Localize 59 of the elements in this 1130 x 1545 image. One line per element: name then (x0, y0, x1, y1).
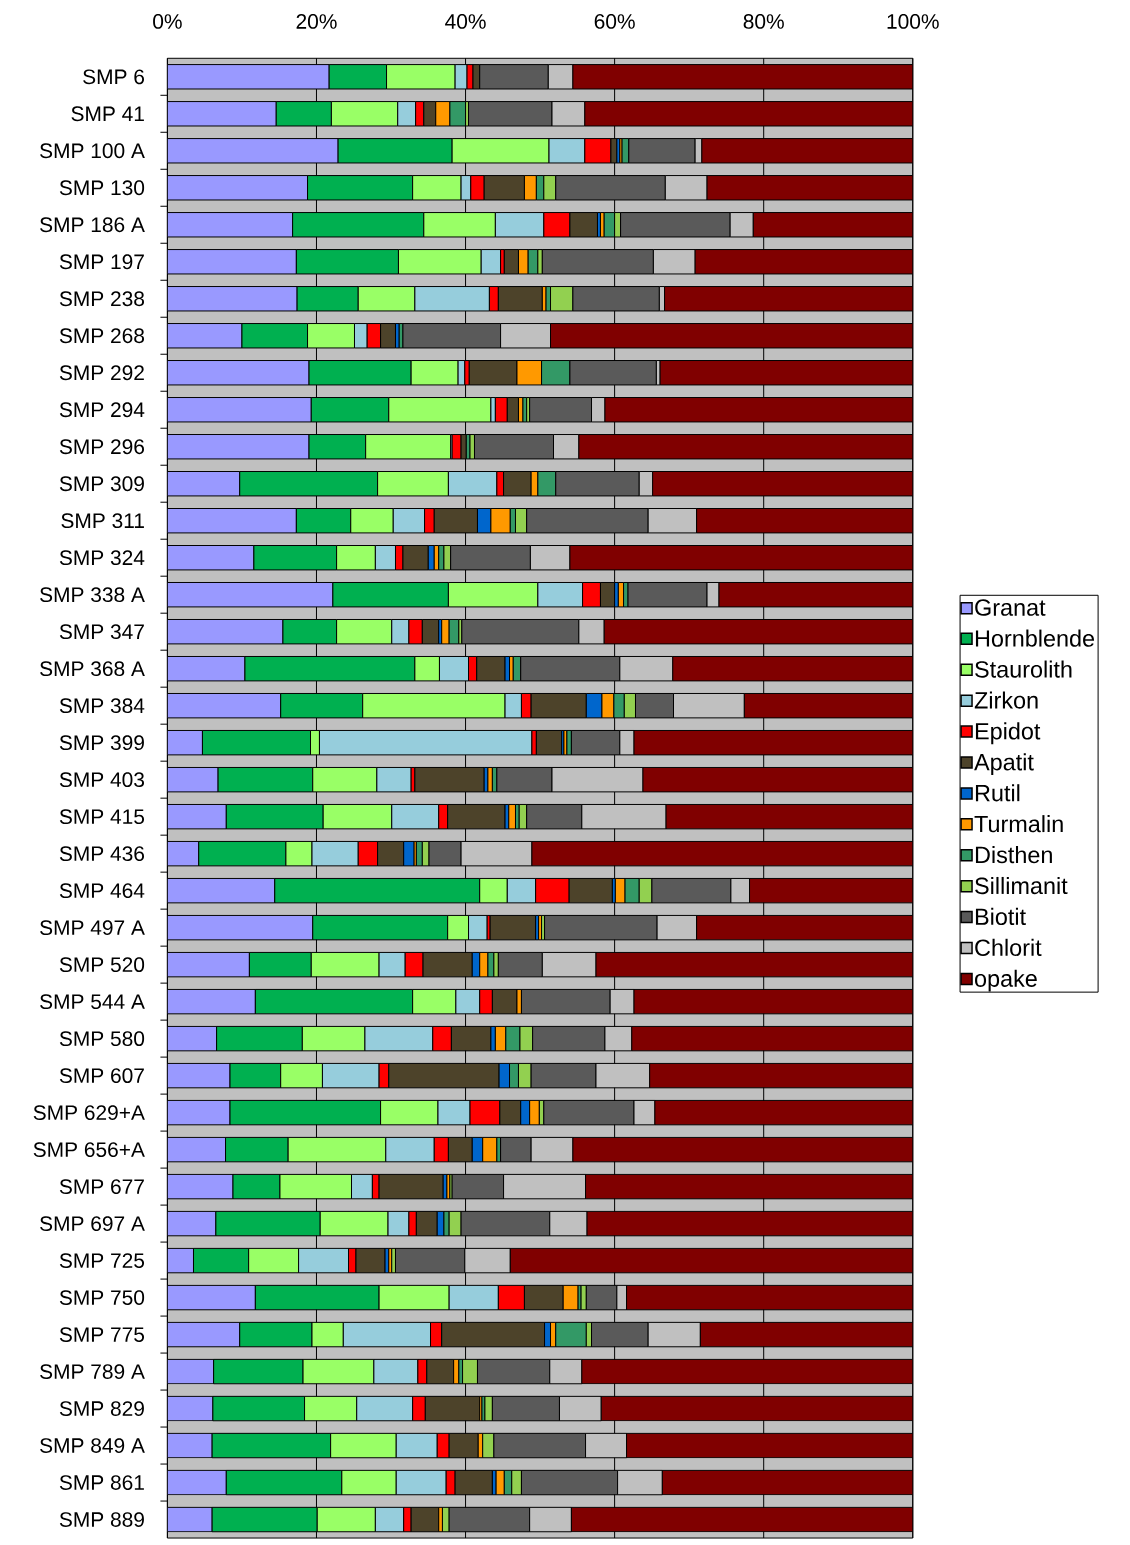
y-tick-label: SMP 292 (59, 365, 144, 381)
y-tick-label: SMP 580 (59, 1031, 145, 1047)
y-tick-label: SMP 309 (59, 476, 144, 492)
y-tick-label: SMP 436 (59, 846, 145, 862)
y-tick-label: SMP 238 (59, 291, 145, 307)
y-tick-label: SMP 296 (59, 439, 145, 455)
x-tick-label: 60% (594, 14, 635, 29)
y-tick-label: SMP 368 A (40, 661, 145, 677)
y-tick-label: SMP 324 (59, 550, 145, 566)
y-tick-label: SMP 750 (59, 1290, 145, 1305)
y-tick-label: SMP 789 A (40, 1364, 145, 1379)
y-tick-label: SMP 889 (59, 1512, 144, 1527)
y-tick-label: SMP 497 A (40, 920, 145, 936)
y-tick-label: SMP 100 A (40, 143, 145, 159)
legend-label: Biotit (975, 907, 1026, 926)
y-tick-label: SMP 403 (59, 772, 145, 788)
y-tick-label: SMP 544 A (40, 994, 145, 1010)
legend-label: Zirkon (974, 691, 1038, 709)
y-tick-label: SMP 464 (59, 883, 145, 899)
y-tick-label: SMP 294 (59, 402, 145, 418)
y-tick-label: SMP 725 (59, 1253, 145, 1268)
y-tick-label: SMP 520 (59, 957, 145, 973)
y-tick-label: SMP 130 (59, 180, 145, 196)
x-tick-label: 20% (296, 14, 337, 29)
y-tick-label: SMP 829 (59, 1401, 144, 1416)
legend-label: Staurolith (975, 660, 1072, 678)
legend-label: Rutil (975, 784, 1020, 802)
legend-label: Hornblende (975, 629, 1095, 647)
y-tick-label: SMP 6 (83, 69, 145, 85)
y-tick-label: SMP 861 (59, 1475, 144, 1490)
legend-label: Turmalin (974, 815, 1063, 833)
x-tick-label: 40% (445, 14, 486, 29)
legend-label: Sillimanit (975, 876, 1068, 895)
legend-label: Granat (975, 599, 1046, 616)
y-tick-label: SMP 384 (59, 698, 145, 714)
legend-label: Epidot (975, 722, 1041, 745)
y-tick-label: SMP 338 A (40, 587, 145, 603)
legend-label: Disthen (975, 846, 1052, 864)
x-tick-label: 80% (743, 14, 784, 29)
legend-label: opake (975, 969, 1037, 992)
y-tick-label: SMP 629+A (33, 1105, 145, 1121)
y-tick-label: SMP 656+A (33, 1142, 145, 1158)
y-tick-label: SMP 197 (59, 254, 144, 270)
y-tick-label: SMP 775 (59, 1327, 145, 1342)
y-tick-label: SMP 677 (59, 1179, 144, 1195)
y-tick-label: SMP 849 A (40, 1438, 145, 1453)
x-tick-label: 0% (153, 14, 182, 29)
legend-label: Chlorit (975, 938, 1042, 956)
y-tick-label: SMP 607 (59, 1068, 144, 1084)
y-tick-label: SMP 268 (59, 328, 145, 344)
y-tick-label: SMP 41 (71, 106, 144, 122)
legend-label: Apatit (974, 753, 1034, 776)
y-tick-label: SMP 186 A (40, 217, 145, 233)
y-tick-label: SMP 399 (59, 735, 144, 751)
y-tick-label: SMP 347 (59, 624, 144, 640)
x-tick-label: 100% (887, 14, 939, 29)
y-tick-label: SMP 311 (61, 513, 144, 529)
y-tick-label: SMP 697 A (40, 1216, 145, 1231)
y-tick-label: SMP 415 (59, 809, 145, 825)
